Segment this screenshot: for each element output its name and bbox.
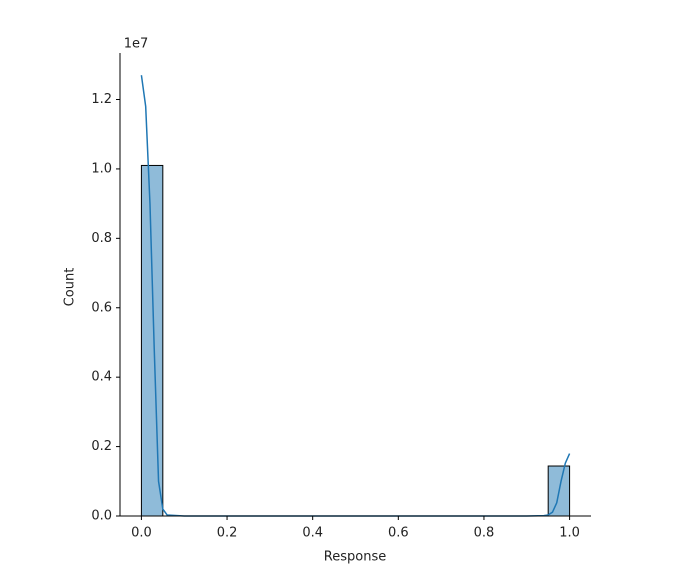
x-tick-label: 0.8 [474, 526, 495, 541]
y-tick-label: 0.8 [91, 231, 112, 246]
kde-line [140, 75, 571, 517]
x-axis-label: Response [324, 550, 386, 565]
y-axis-label: Count [63, 268, 78, 307]
x-tick-label: 1.0 [559, 526, 580, 541]
y-tick-label: 1.2 [91, 92, 112, 107]
y-tick-label: 1.0 [91, 161, 112, 176]
x-tick-label: 0.6 [388, 526, 409, 541]
x-tick-label: 0.2 [217, 526, 238, 541]
bar [140, 164, 164, 517]
y-offset-label: 1e7 [124, 37, 149, 52]
y-tick-label: 0.0 [91, 509, 112, 524]
x-tick-label: 0.4 [302, 526, 323, 541]
y-tick-label: 0.4 [91, 370, 112, 385]
y-tick-label: 0.6 [91, 300, 112, 315]
y-tick-label: 0.2 [91, 439, 112, 454]
x-tick-label: 0.0 [131, 526, 152, 541]
